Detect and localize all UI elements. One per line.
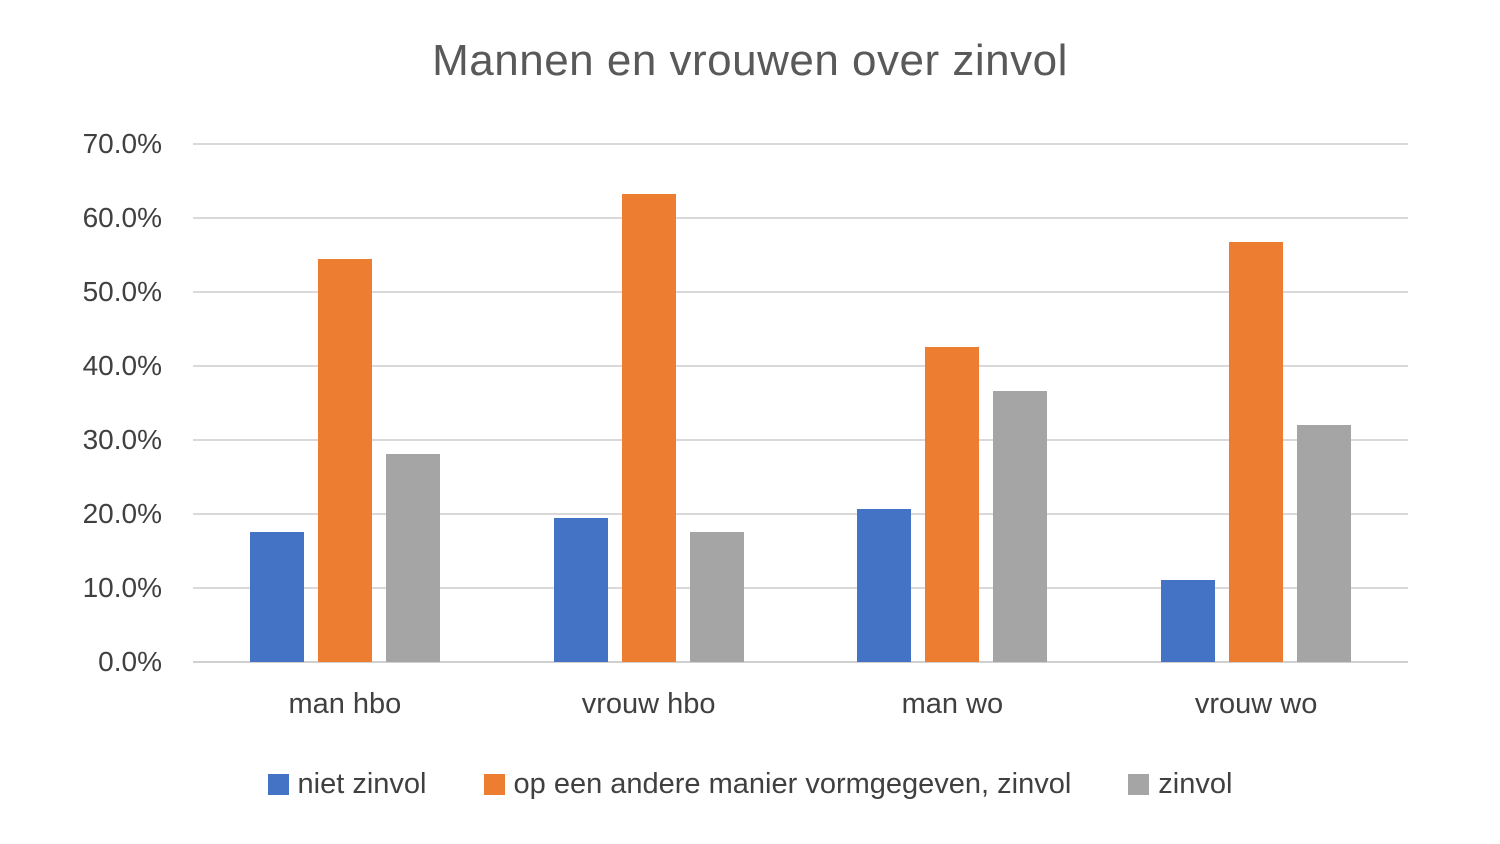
bar <box>993 391 1048 662</box>
bar-group-man-wo <box>801 144 1105 662</box>
x-tick-label: man hbo <box>288 688 402 720</box>
bar-group-vrouw-hbo <box>497 144 801 662</box>
y-tick-label: 10.0% <box>82 572 162 603</box>
legend-swatch-icon <box>267 774 289 795</box>
x-tick-label: vrouw wo <box>1194 688 1318 720</box>
bar-groups <box>193 144 1408 662</box>
legend-item: op een andere manier vormgegeven, zinvol <box>483 768 1072 801</box>
bar <box>553 518 608 662</box>
y-tick-label: 70.0% <box>82 128 162 159</box>
bar <box>925 346 980 662</box>
x-tick-label: man wo <box>901 688 1004 720</box>
gridline <box>193 439 1408 441</box>
legend: niet zinvol op een andere manier vormgege… <box>0 768 1500 801</box>
gridline <box>193 291 1408 293</box>
chart-title: Mannen en vrouwen over zinvol <box>432 36 1068 85</box>
bar <box>317 259 372 662</box>
y-tick-label: 60.0% <box>82 202 162 233</box>
bar <box>1161 579 1216 662</box>
bar <box>689 531 744 662</box>
legend-swatch-icon <box>483 774 505 795</box>
legend-label: zinvol <box>1158 768 1233 800</box>
legend-label: op een andere manier vormgegeven, zinvol <box>513 768 1072 800</box>
gridline <box>193 587 1408 589</box>
legend-label: niet zinvol <box>297 768 427 800</box>
gridline <box>193 143 1408 145</box>
bar-group-man-hbo <box>193 144 497 662</box>
y-tick-label: 20.0% <box>82 498 162 529</box>
bar <box>385 454 440 662</box>
y-tick-label: 30.0% <box>82 424 162 455</box>
legend-swatch-icon <box>1128 774 1150 795</box>
bar <box>249 531 304 662</box>
gridline <box>193 365 1408 367</box>
bar <box>1297 425 1352 662</box>
bar <box>621 194 676 662</box>
bar <box>857 508 912 662</box>
y-tick-label: 40.0% <box>82 350 162 381</box>
legend-item: zinvol <box>1128 768 1232 801</box>
legend-item: niet zinvol <box>267 768 427 801</box>
gridline <box>193 661 1408 663</box>
y-tick-label: 0.0% <box>98 646 162 677</box>
x-axis: man hbo vrouw hbo man wo vrouw wo <box>193 688 1408 721</box>
gridline <box>193 217 1408 219</box>
bar-group-vrouw-wo <box>1104 144 1408 662</box>
y-tick-label: 50.0% <box>82 276 162 307</box>
gridline <box>193 513 1408 515</box>
bar <box>1229 241 1284 662</box>
x-tick-label: vrouw hbo <box>581 688 716 720</box>
plot-area <box>193 143 1408 663</box>
